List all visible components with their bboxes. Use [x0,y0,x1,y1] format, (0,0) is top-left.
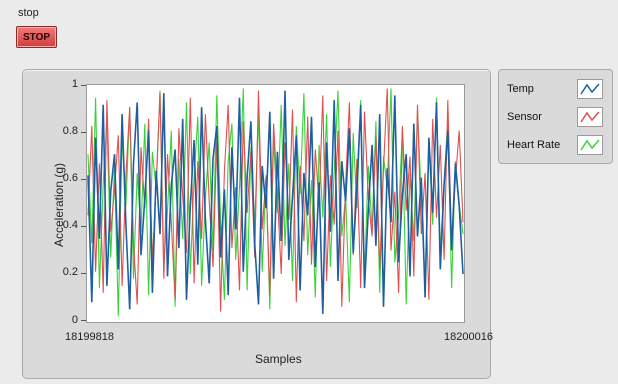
x-axis-title: Samples [255,352,302,366]
y-tick-label: 1 [71,78,78,90]
series-line-temp [87,90,464,314]
x-tick-label-start: 18199818 [65,331,114,343]
legend-label: Temp [507,83,534,95]
plot-svg [87,88,464,317]
x-tick-label-end: 18200016 [444,331,493,343]
legend-swatch-temp [577,79,603,99]
y-tick-label: 0.8 [62,125,78,137]
legend-item-heart-rate[interactable]: Heart Rate [507,135,607,155]
y-tick-mark [81,226,86,227]
y-tick-mark [81,179,86,180]
y-tick-mark [81,273,86,274]
legend-swatch-sensor [577,107,603,127]
legend-item-temp[interactable]: Temp [507,79,607,99]
y-axis-title: Acceleration (g) [52,162,66,248]
y-tick-mark [81,132,86,133]
y-tick-label: 0.2 [62,266,78,278]
legend-label: Heart Rate [507,139,561,151]
plot-legend[interactable]: Temp Sensor Heart Rate [498,69,613,164]
legend-label: Sensor [507,111,542,123]
stop-label: stop [18,7,39,19]
plot-area[interactable] [86,84,465,323]
y-tick-mark [81,85,86,86]
legend-swatch-heart-rate [577,135,603,155]
y-tick-label: 0.6 [62,172,78,184]
stop-button[interactable]: STOP [16,26,57,48]
y-tick-mark [81,320,86,321]
legend-item-sensor[interactable]: Sensor [507,107,607,127]
y-tick-label: 0.4 [62,219,78,231]
y-tick-label: 0 [71,314,78,326]
